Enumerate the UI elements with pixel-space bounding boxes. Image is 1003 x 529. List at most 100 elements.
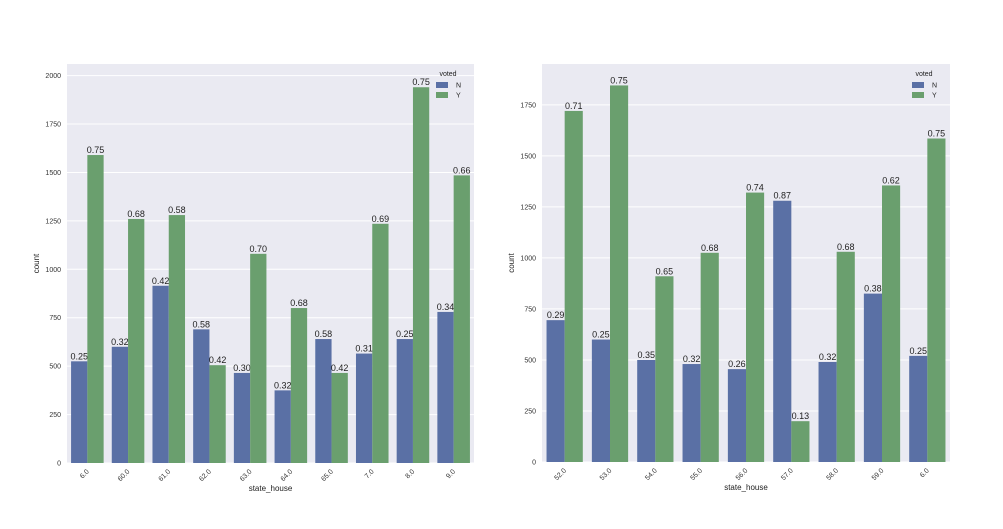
bar-value-label: 0.70: [250, 244, 268, 254]
bar-n: [274, 390, 291, 463]
bar-value-label: 0.58: [315, 329, 333, 339]
y-tick-label: 2000: [45, 73, 61, 80]
bar-n: [193, 329, 210, 463]
bar-value-label: 0.13: [792, 411, 810, 421]
bar-n: [396, 339, 413, 463]
bar-n: [315, 339, 332, 463]
x-tick-label: 55.0: [689, 467, 704, 482]
bar-value-label: 0.35: [638, 350, 656, 360]
bar-y: [564, 110, 583, 462]
x-tick-label: 6.0: [79, 468, 91, 480]
bar-value-label: 0.75: [412, 77, 430, 87]
x-tick-label: 58.0: [825, 467, 840, 482]
y-tick-label: 1750: [520, 102, 536, 109]
y-tick-label: 1000: [520, 255, 536, 262]
bar-y: [791, 421, 810, 462]
x-tick-label: 54.0: [644, 467, 659, 482]
bar-value-label: 0.75: [610, 75, 628, 85]
x-tick-label: 60.0: [117, 468, 132, 483]
legend-title: voted: [439, 71, 456, 78]
bar-n: [637, 359, 656, 462]
x-axis-label: state_house: [724, 483, 768, 492]
bar-value-label: 0.58: [168, 205, 186, 215]
bar-value-label: 0.31: [355, 344, 373, 354]
bar-n: [152, 285, 169, 463]
bar-y: [290, 308, 308, 463]
bar-n: [727, 369, 746, 462]
y-axis-label: count: [507, 252, 516, 272]
legend-label-n: N: [456, 83, 461, 90]
legend-swatch-n: [912, 82, 924, 88]
bar-n: [111, 346, 129, 463]
bar-n: [591, 339, 610, 462]
x-tick-label: 56.0: [735, 467, 750, 482]
bar-n: [682, 364, 701, 462]
legend-swatch-n: [436, 82, 448, 88]
y-tick-label: 500: [524, 357, 536, 364]
bar-value-label: 0.68: [701, 243, 719, 253]
bar-value-label: 0.71: [565, 101, 583, 111]
x-tick-label: 61.0: [158, 468, 173, 483]
y-tick-label: 1750: [45, 122, 61, 129]
bar-n: [233, 372, 251, 463]
bar-y: [209, 365, 226, 463]
bar-n: [71, 361, 88, 463]
y-tick-label: 500: [49, 364, 61, 371]
y-tick-label: 0: [57, 461, 61, 468]
x-tick-label: 8.0: [405, 468, 417, 480]
y-tick-label: 250: [49, 412, 61, 419]
bar-value-label: 0.42: [209, 355, 227, 365]
bar-n: [773, 200, 792, 462]
bar-value-label: 0.62: [882, 175, 900, 185]
bar-value-label: 0.66: [453, 165, 471, 175]
bar-value-label: 0.30: [233, 363, 251, 373]
bar-value-label: 0.32: [111, 337, 129, 347]
chart-left: 0 250 500 750 1000 1250 1500 1750 2000 0.25 0.32 0.…: [32, 64, 474, 493]
legend-title: voted: [915, 71, 932, 78]
legend-label-y: Y: [456, 93, 461, 100]
x-tick-label: 65.0: [320, 468, 335, 483]
bar-y: [836, 251, 855, 462]
bar-value-label: 0.32: [819, 352, 837, 362]
bar-value-label: 0.25: [592, 330, 610, 340]
x-tick-label: 52.0: [553, 467, 568, 482]
bar-y: [168, 215, 186, 463]
x-tick-label: 9.0: [445, 468, 457, 480]
bar-value-label: 0.32: [683, 354, 701, 364]
legend-swatch-y: [912, 92, 924, 98]
y-tick-label: 250: [524, 408, 536, 415]
x-tick-label: 63.0: [239, 468, 254, 483]
bar-y: [655, 276, 674, 462]
bar-n: [863, 293, 882, 462]
bar-value-label: 0.42: [331, 363, 349, 373]
bar-y: [128, 218, 145, 463]
bar-value-label: 0.25: [910, 346, 928, 356]
bar-value-label: 0.26: [728, 359, 746, 369]
bar-y: [331, 372, 348, 463]
x-axis-label: state_house: [249, 484, 293, 493]
bar-value-label: 0.68: [290, 298, 308, 308]
bar-value-label: 0.29: [547, 310, 565, 320]
bar-value-label: 0.58: [193, 319, 211, 329]
x-tick-label: 7.0: [364, 468, 376, 480]
bar-value-label: 0.87: [774, 191, 792, 201]
bar-value-label: 0.42: [152, 276, 170, 286]
bar-y: [87, 155, 104, 463]
x-tick-label: 53.0: [599, 467, 614, 482]
bar-value-label: 0.74: [746, 183, 764, 193]
y-tick-label: 1000: [45, 267, 61, 274]
x-tick-label: 64.0: [280, 468, 295, 483]
bar-y: [610, 85, 629, 462]
bar-value-label: 0.68: [837, 242, 855, 252]
bar-n: [546, 320, 565, 462]
x-tick-label: 57.0: [780, 467, 795, 482]
bar-n: [355, 353, 373, 463]
x-tick-label: 6.0: [919, 467, 931, 479]
bar-value-label: 0.75: [87, 145, 105, 155]
bar-y: [927, 138, 946, 462]
y-axis-label: count: [32, 253, 41, 273]
bar-value-label: 0.65: [656, 266, 674, 276]
bar-y: [250, 253, 267, 463]
x-tick-label: 62.0: [198, 468, 213, 483]
